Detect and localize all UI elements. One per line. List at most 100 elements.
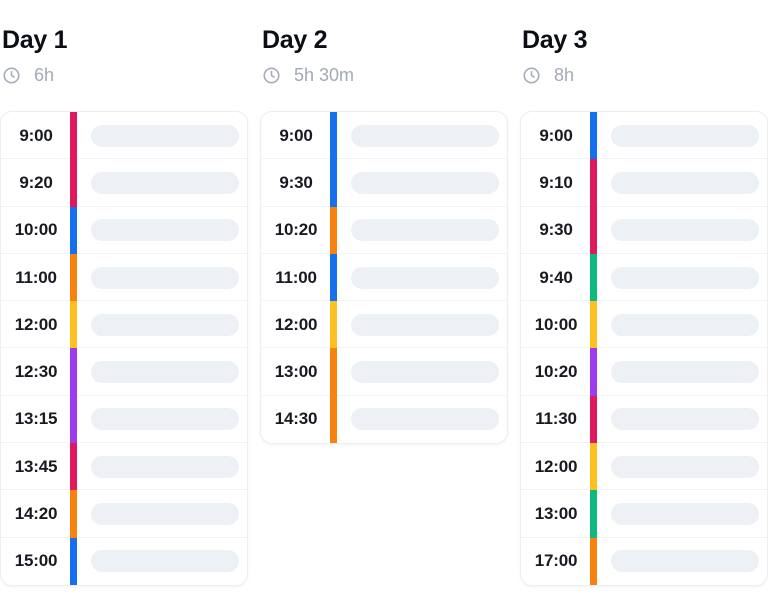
event-row[interactable]: 13:45 xyxy=(1,443,247,491)
event-row[interactable]: 12:00 xyxy=(1,301,247,349)
clock-icon xyxy=(263,66,280,84)
event-time: 13:15 xyxy=(14,409,58,429)
event-row[interactable]: 11:00 xyxy=(261,253,507,302)
event-row[interactable]: 13:00 xyxy=(261,348,507,397)
event-time: 9:00 xyxy=(279,125,313,145)
event-row[interactable]: 13:00 xyxy=(521,490,767,538)
clock-icon xyxy=(523,66,540,84)
event-row[interactable]: 9:30 xyxy=(521,206,767,255)
event-placeholder xyxy=(351,361,499,384)
event-row[interactable]: 13:15 xyxy=(1,395,247,444)
event-color-bar xyxy=(70,112,77,160)
event-time: 9:30 xyxy=(539,220,573,240)
event-placeholder xyxy=(611,266,759,289)
event-placeholder xyxy=(351,171,499,194)
event-color-bar xyxy=(590,206,597,254)
event-placeholder xyxy=(611,171,759,194)
event-row[interactable]: 14:30 xyxy=(261,395,507,444)
event-row[interactable]: 12:00 xyxy=(261,301,507,349)
event-row[interactable]: 11:30 xyxy=(521,395,767,444)
event-color-bar xyxy=(590,490,597,538)
event-placeholder xyxy=(91,266,239,289)
event-row[interactable]: 9:00 xyxy=(261,112,507,160)
day-title: Day 1 xyxy=(2,26,68,54)
event-color-bar xyxy=(590,443,597,491)
event-time: 9:00 xyxy=(539,125,573,145)
event-time: 15:00 xyxy=(14,551,58,571)
event-color-bar xyxy=(590,159,597,207)
event-placeholder xyxy=(91,313,239,336)
event-row[interactable]: 17:00 xyxy=(521,537,767,585)
clock-icon xyxy=(3,66,20,84)
event-time: 12:00 xyxy=(534,456,578,476)
event-time: 9:30 xyxy=(279,172,313,192)
event-time: 9:40 xyxy=(539,267,573,287)
event-row[interactable]: 11:00 xyxy=(1,253,247,302)
event-row[interactable]: 15:00 xyxy=(1,537,247,585)
event-color-bar xyxy=(70,206,77,254)
event-placeholder xyxy=(91,219,239,242)
days-board: Day 1 6h 9:00 9:20 10:00 11:00 12:00 xyxy=(0,26,768,586)
event-time: 10:00 xyxy=(534,314,578,334)
day-duration-label: 6h xyxy=(34,64,55,85)
event-placeholder xyxy=(611,550,759,573)
event-placeholder xyxy=(611,455,759,478)
day-duration: 6h xyxy=(2,63,248,87)
event-time: 9:20 xyxy=(19,172,53,192)
day-duration: 8h xyxy=(522,63,768,87)
event-placeholder xyxy=(91,455,239,478)
event-placeholder xyxy=(351,313,499,336)
event-placeholder xyxy=(611,124,759,147)
event-color-bar xyxy=(70,253,77,302)
event-placeholder xyxy=(91,124,239,147)
event-row[interactable]: 9:10 xyxy=(521,159,767,207)
event-color-bar xyxy=(330,395,337,444)
event-color-bar xyxy=(590,348,597,396)
day-title: Day 3 xyxy=(522,26,588,54)
event-placeholder xyxy=(351,408,499,431)
event-time: 17:00 xyxy=(534,551,578,571)
event-color-bar xyxy=(330,253,337,302)
event-time: 12:30 xyxy=(14,362,58,382)
event-row[interactable]: 9:30 xyxy=(261,159,507,207)
event-color-bar xyxy=(70,395,77,444)
event-time: 13:00 xyxy=(534,504,578,524)
event-placeholder xyxy=(91,408,239,431)
event-placeholder xyxy=(611,408,759,431)
event-placeholder xyxy=(351,266,499,289)
event-time: 9:00 xyxy=(19,125,53,145)
event-color-bar xyxy=(330,112,337,160)
day-duration-label: 5h 30m xyxy=(294,64,355,85)
event-row[interactable]: 10:00 xyxy=(1,206,247,255)
event-row[interactable]: 10:20 xyxy=(261,206,507,255)
event-row[interactable]: 14:20 xyxy=(1,490,247,538)
event-time: 11:00 xyxy=(275,267,317,287)
event-row[interactable]: 10:20 xyxy=(521,348,767,397)
event-time: 12:00 xyxy=(274,314,318,334)
event-row[interactable]: 12:00 xyxy=(521,443,767,491)
event-time: 10:20 xyxy=(534,362,578,382)
event-placeholder xyxy=(351,219,499,242)
event-color-bar xyxy=(590,301,597,349)
event-row[interactable]: 9:40 xyxy=(521,253,767,302)
event-time: 12:00 xyxy=(14,314,58,334)
event-time: 14:30 xyxy=(274,409,318,429)
event-row[interactable]: 12:30 xyxy=(1,348,247,397)
event-color-bar xyxy=(590,395,597,444)
event-row[interactable]: 9:00 xyxy=(1,112,247,160)
day-column: Day 1 6h 9:00 9:20 10:00 11:00 12:00 xyxy=(0,26,248,586)
schedule-card: 9:00 9:20 10:00 11:00 12:00 12:30 13:15 … xyxy=(0,111,248,586)
event-placeholder xyxy=(91,550,239,573)
event-row[interactable]: 10:00 xyxy=(521,301,767,349)
event-color-bar xyxy=(590,253,597,302)
event-placeholder xyxy=(91,361,239,384)
day-column: Day 3 8h 9:00 9:10 9:30 9:40 10:00 xyxy=(520,26,768,586)
event-row[interactable]: 9:00 xyxy=(521,112,767,160)
event-time: 13:00 xyxy=(274,362,318,382)
day-duration: 5h 30m xyxy=(262,63,508,87)
event-time: 11:00 xyxy=(15,267,57,287)
event-time: 9:10 xyxy=(539,172,573,192)
schedule-card: 9:00 9:30 10:20 11:00 12:00 13:00 14:30 xyxy=(260,111,508,445)
event-row[interactable]: 9:20 xyxy=(1,159,247,207)
event-color-bar xyxy=(70,348,77,396)
